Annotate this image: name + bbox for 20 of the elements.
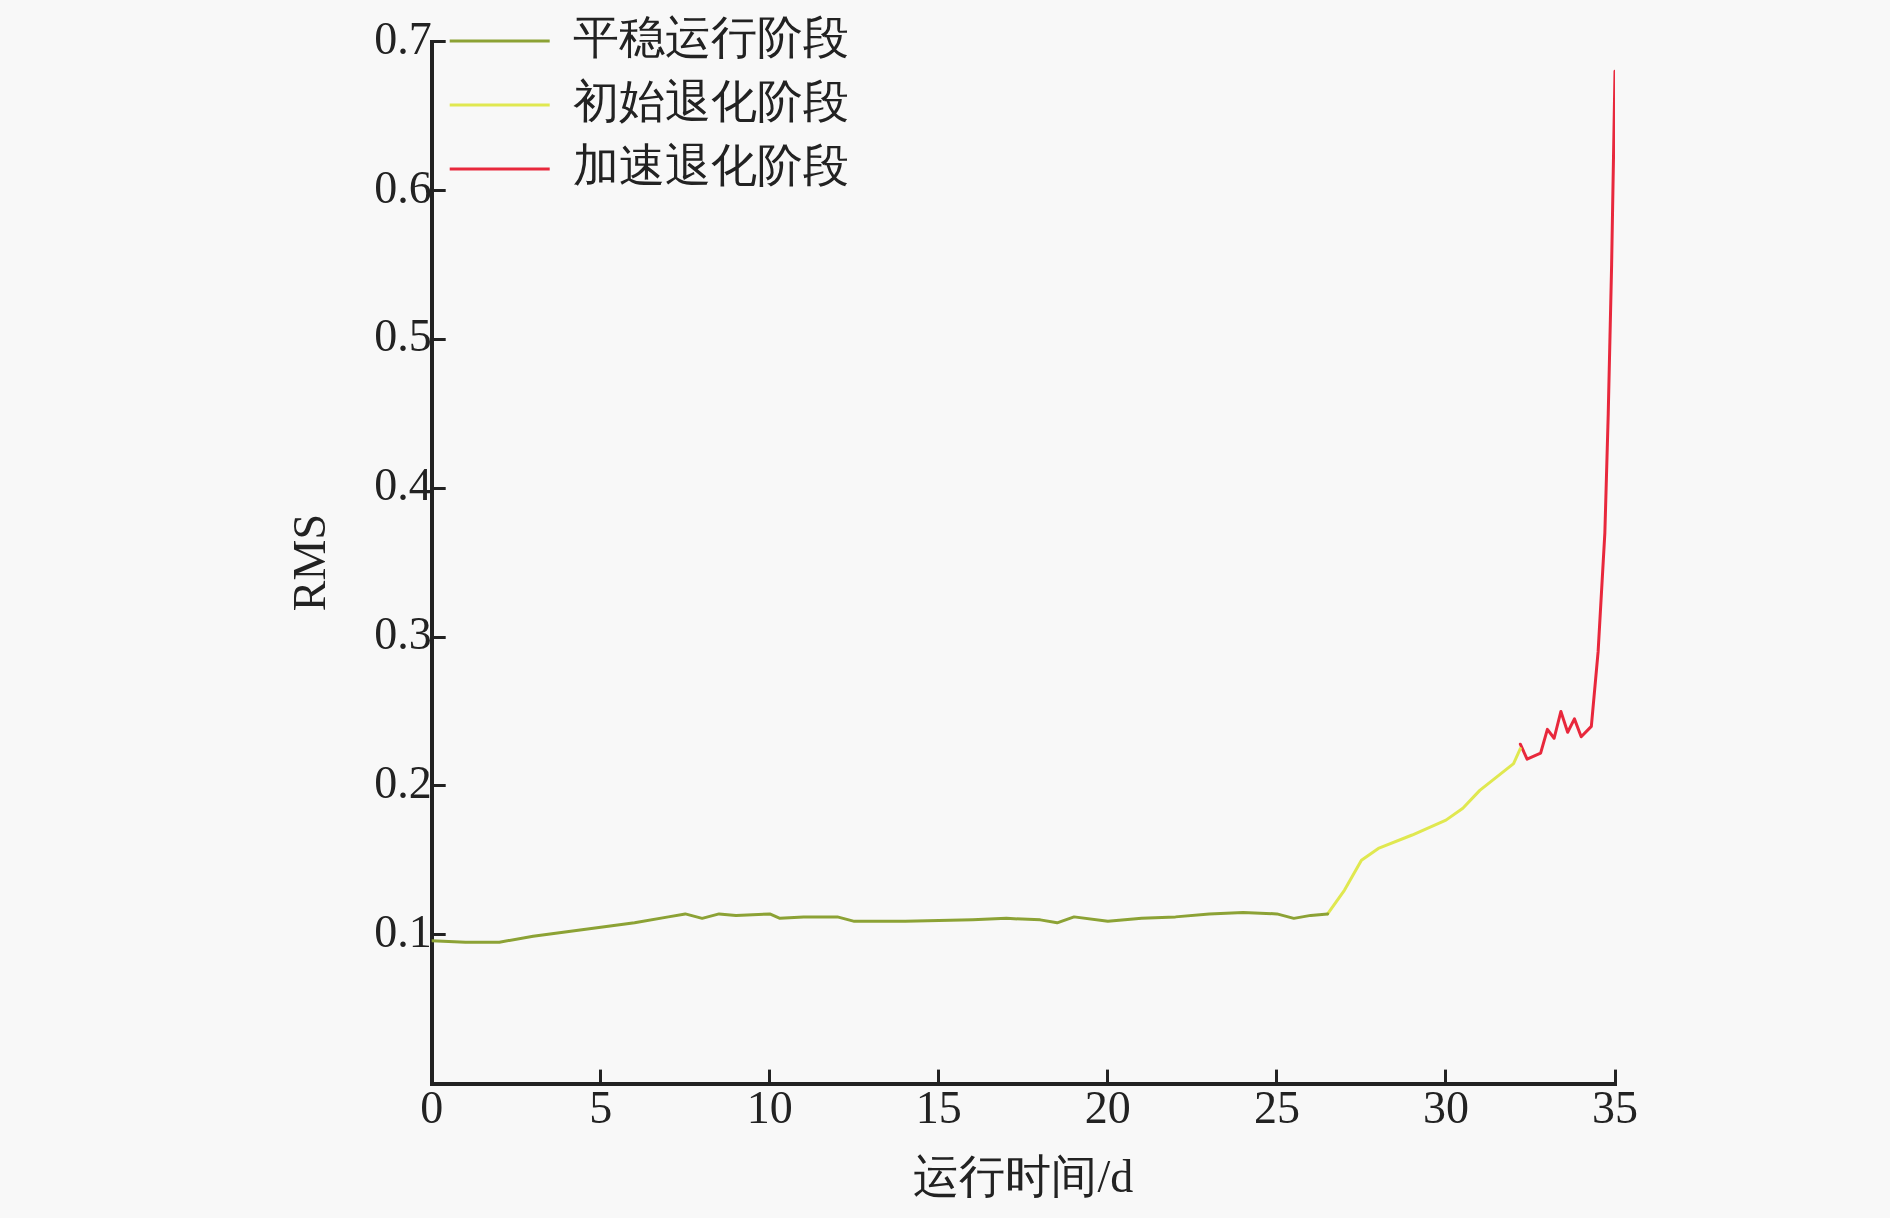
legend-label: 平稳运行阶段 [572, 12, 849, 64]
x-tick-label: 20 [1084, 1082, 1131, 1134]
y-tick-label: 0.2 [374, 756, 432, 808]
x-tick-label: 5 [589, 1082, 613, 1134]
y-axis-title: RMS [283, 514, 335, 612]
x-tick-label: 35 [1592, 1082, 1638, 1134]
x-tick-label: 25 [1253, 1082, 1300, 1134]
legend-label: 加速退化阶段 [572, 140, 849, 192]
x-tick-label: 30 [1422, 1082, 1469, 1134]
legend-label: 初始退化阶段 [572, 76, 849, 128]
x-axis-title: 运行时间/d [913, 1151, 1134, 1203]
y-tick-label: 0.6 [374, 161, 432, 213]
y-tick-label: 0.1 [374, 905, 432, 957]
y-tick-label: 0.5 [374, 310, 432, 362]
y-tick-label: 0.4 [374, 459, 432, 511]
y-tick-label: 0.7 [374, 12, 432, 64]
x-tick-label: 0 [420, 1082, 444, 1134]
x-tick-label: 15 [915, 1082, 962, 1134]
y-tick-label: 0.3 [374, 608, 432, 660]
x-tick-label: 10 [746, 1082, 793, 1134]
